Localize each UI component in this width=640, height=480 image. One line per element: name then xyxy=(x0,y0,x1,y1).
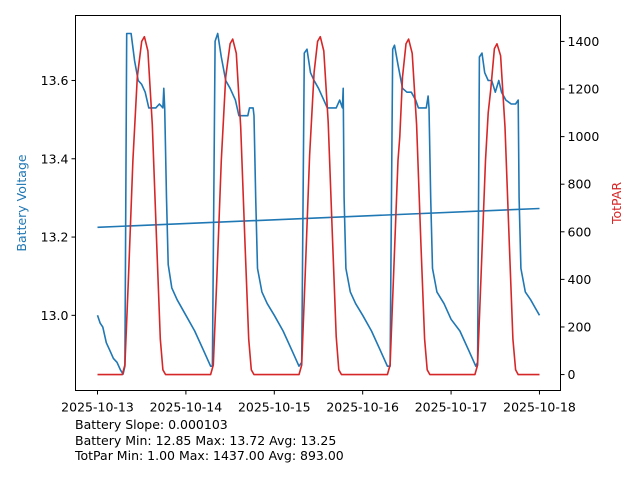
y-tick-label-left: 13.0 xyxy=(41,308,69,323)
par-stats-text: TotPar Min: 1.00 Max: 1437.00 Avg: 893.0… xyxy=(75,448,344,463)
series-line-totpar xyxy=(97,35,540,376)
x-tick-label: 2025-10-13 xyxy=(61,400,134,415)
y-axis-label-left: Battery Voltage xyxy=(14,154,29,251)
y-tick-label-right: 400 xyxy=(568,272,592,287)
plot-lines xyxy=(96,32,541,376)
y-tick-label-right: 1000 xyxy=(568,129,600,144)
y-axis-label-right: TotPAR xyxy=(609,182,624,225)
x-tick-label: 2025-10-17 xyxy=(415,400,488,415)
y-tick-label-right: 1400 xyxy=(568,34,600,49)
battery-slope-text: Battery Slope: 0.000103 xyxy=(75,417,228,432)
plot-frame xyxy=(75,15,561,391)
x-tick-label: 2025-10-18 xyxy=(503,400,576,415)
axes: 2025-10-13 2025-10-14 2025-10-15 2025-10-16… xyxy=(41,34,600,415)
y-tick-label-right: 200 xyxy=(568,319,592,334)
y-tick-label-right: 0 xyxy=(568,367,576,382)
y-tick-label-left: 13.4 xyxy=(41,151,69,166)
battery-stats-text: Battery Min: 12.85 Max: 13.72 Avg: 13.25 xyxy=(75,432,337,448)
stats-block: Battery Slope: 0.000103 Battery Min: 12.… xyxy=(75,417,344,464)
y-tick-label-right: 600 xyxy=(568,224,592,239)
y-tick-label-left: 13.2 xyxy=(41,230,69,245)
series-line-battery-voltage xyxy=(96,32,541,375)
y-tick-label-right: 1200 xyxy=(568,82,600,97)
x-tick-label: 2025-10-14 xyxy=(150,400,223,415)
series-line-battery-trend xyxy=(97,207,540,229)
y-tick-label-right: 800 xyxy=(568,177,592,192)
y-tick-label-left: 13.6 xyxy=(41,73,69,88)
x-tick-label: 2025-10-15 xyxy=(238,400,311,415)
x-tick-label: 2025-10-16 xyxy=(326,400,399,415)
